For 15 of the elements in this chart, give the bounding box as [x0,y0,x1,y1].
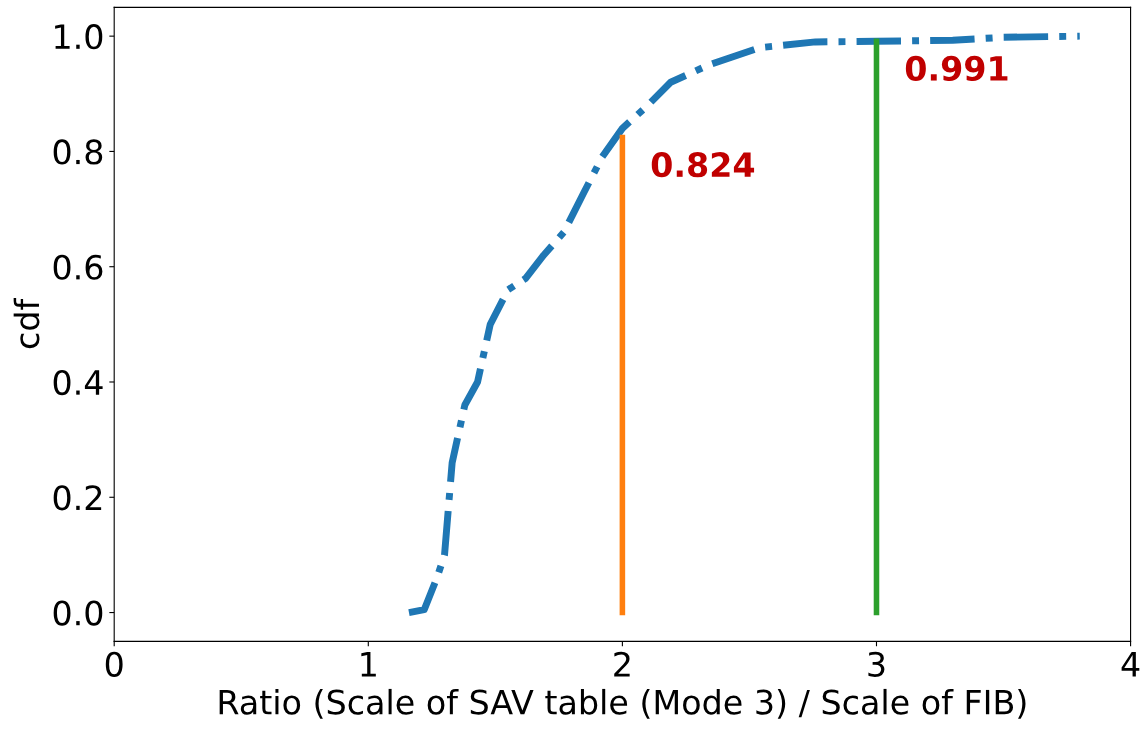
y-axis-title: cdf [13,298,40,349]
y-tick-label: 0.0 [53,600,103,626]
y-tick-label: 0.8 [53,139,103,165]
x-tick-label: 2 [614,651,630,677]
x-tick-label: 1 [361,652,376,677]
y-tick-label: 1.0 [55,24,103,50]
x-axis-title: Ratio (Scale of SAV table (Mode 3) / Scale of FIB) [219,688,1026,719]
x-tick-label: 0 [105,651,123,677]
x-tick-label: 3 [868,651,885,677]
y-tick-label: 0.2 [53,485,102,511]
y-tick-label: 0.4 [53,369,103,396]
annotation: 0.991 [905,55,1008,82]
annotation: 0.824 [651,152,755,178]
y-tick-label: 0.6 [53,254,103,280]
x-tick-label: 4 [1121,652,1140,677]
